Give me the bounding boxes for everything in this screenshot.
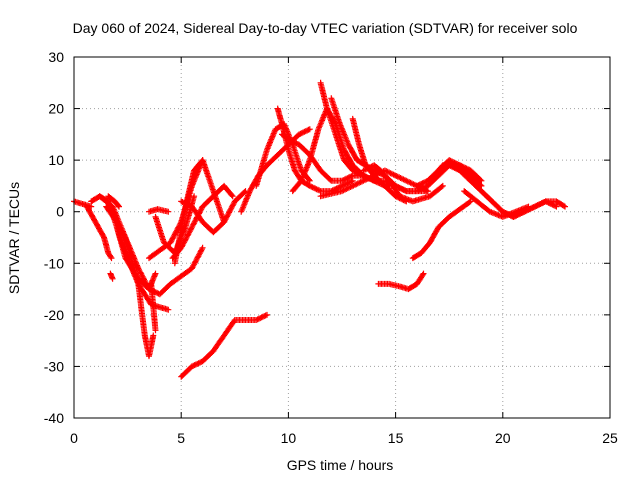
series-arc-6 <box>105 193 122 210</box>
y-tick-label: -30 <box>44 358 64 374</box>
x-tick-label: 0 <box>70 430 78 446</box>
axis-ticks: 0 5 10 15 20 25 -40 -30 -20 -10 0 10 20 30 <box>44 49 618 446</box>
y-axis-label: SDTVAR / TECUs <box>6 182 22 294</box>
point-markers <box>461 188 532 220</box>
y-tick-label: -20 <box>44 307 64 323</box>
grid-lines <box>74 57 610 418</box>
x-axis-label: GPS time / hours <box>287 457 394 473</box>
point-markers <box>409 198 474 262</box>
y-tick-label: 0 <box>56 204 64 220</box>
series-arc-2 <box>83 203 115 262</box>
point-markers <box>178 188 249 236</box>
x-tick-label: 5 <box>177 430 185 446</box>
point-markers <box>146 206 172 215</box>
series-arc-15 <box>178 188 249 236</box>
y-tick-label: 10 <box>48 152 64 168</box>
x-tick-label: 15 <box>388 430 404 446</box>
point-markers <box>105 193 122 210</box>
series-arc-10 <box>146 206 172 215</box>
plot-frame <box>73 56 611 419</box>
series-arc-33 <box>461 188 532 220</box>
point-markers <box>171 157 228 267</box>
series-arc-26 <box>360 162 446 205</box>
series-arc-7 <box>107 270 116 282</box>
x-tick-label: 25 <box>602 430 618 446</box>
series-arc-29 <box>409 198 474 262</box>
point-markers <box>148 280 159 334</box>
point-markers <box>113 224 172 313</box>
y-tick-label: -40 <box>44 410 64 426</box>
point-markers <box>360 162 446 205</box>
y-tick-label: 20 <box>48 101 64 117</box>
x-tick-label: 20 <box>495 430 511 446</box>
y-tick-label: -10 <box>44 255 64 271</box>
series-arc-3 <box>88 193 157 360</box>
point-markers <box>375 270 427 293</box>
point-markers <box>349 115 410 205</box>
point-markers <box>107 270 116 282</box>
point-markers <box>88 193 157 360</box>
x-tick-label: 10 <box>281 430 297 446</box>
series-arc-25 <box>349 115 410 205</box>
series-arc-8 <box>113 224 172 313</box>
chart-title: Day 060 of 2024, Sidereal Day-to-day VTE… <box>73 20 578 36</box>
y-tick-label: 30 <box>48 49 64 65</box>
series-arc-32 <box>446 162 560 220</box>
series-arc-14 <box>171 157 228 267</box>
point-markers <box>178 311 270 380</box>
series-arc-16 <box>178 311 270 380</box>
point-markers <box>446 162 560 220</box>
data-points <box>71 79 568 380</box>
series-arc-9 <box>148 280 159 334</box>
series-arc-28 <box>375 270 427 293</box>
point-markers <box>83 203 115 262</box>
